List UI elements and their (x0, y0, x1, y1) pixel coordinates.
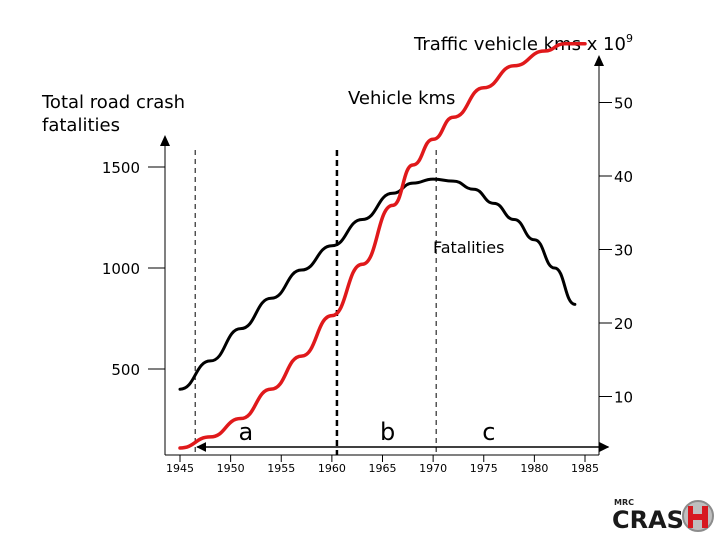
x-tick-label: 1950 (217, 462, 245, 475)
right-tick-label: 40 (614, 168, 633, 186)
period-label-b: b (380, 418, 395, 446)
x-tick-label: 1970 (419, 462, 447, 475)
period-label-c: c (482, 418, 495, 446)
left-tick-label: 500 (111, 361, 140, 379)
logo-text: CRAS (612, 506, 684, 534)
x-tick-label: 1975 (470, 462, 498, 475)
period-label-a: a (238, 418, 253, 446)
right-axis-arrow (594, 55, 604, 66)
x-tick-label: 1965 (369, 462, 397, 475)
fatalities-series-label: Fatalities (433, 238, 504, 257)
x-tick-label: 1955 (267, 462, 295, 475)
fatalities-line (178, 177, 577, 391)
mrc-crash-logo: MRC CRAS (612, 498, 714, 534)
right-axis-title-text: Traffic vehicle kms x 10 (413, 34, 626, 55)
left-axis-title-line2: fatalities (42, 115, 120, 136)
logo-h-icon (688, 506, 708, 528)
right-tick-label: 50 (614, 95, 633, 113)
vehicle-kms-series-label: Vehicle kms (348, 88, 455, 109)
x-tick-label: 1985 (571, 462, 599, 475)
x-tick-label: 1960 (318, 462, 346, 475)
right-tick-label: 20 (614, 315, 633, 333)
right-tick-label: 10 (614, 389, 633, 407)
x-tick-label: 1945 (166, 462, 194, 475)
left-tick-label: 1500 (102, 159, 140, 177)
x-tick-label: 1980 (520, 462, 548, 475)
right-tick-label: 30 (614, 242, 633, 260)
left-axis-title-line1: Total road crash (41, 92, 185, 113)
right-axis-title: Traffic vehicle kms x 109 (413, 32, 633, 55)
left-tick-label: 1000 (102, 260, 140, 278)
logo-prefix: MRC (614, 498, 634, 507)
vehicle-kms-line (178, 41, 587, 450)
left-axis-arrow (160, 135, 170, 146)
right-axis-title-exponent: 9 (626, 32, 633, 45)
